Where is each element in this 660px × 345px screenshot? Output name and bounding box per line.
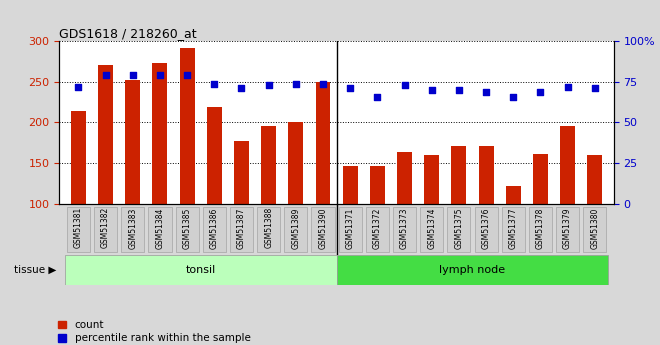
- Point: [154, 73, 165, 78]
- Bar: [502, 207, 525, 252]
- Text: GSM51383: GSM51383: [128, 207, 137, 248]
- Text: GSM51387: GSM51387: [237, 207, 246, 248]
- Point: [426, 87, 437, 93]
- Bar: [71, 111, 86, 204]
- Bar: [337, 255, 609, 285]
- Bar: [152, 63, 168, 204]
- Text: GSM51380: GSM51380: [590, 207, 599, 248]
- Text: GSM51379: GSM51379: [563, 207, 572, 249]
- Text: GSM51386: GSM51386: [210, 207, 219, 248]
- Point: [372, 94, 383, 99]
- Text: GSM51374: GSM51374: [427, 207, 436, 249]
- Bar: [125, 80, 141, 204]
- Point: [290, 81, 301, 86]
- Text: GSM51372: GSM51372: [373, 207, 382, 248]
- Point: [263, 82, 274, 88]
- Text: GSM51381: GSM51381: [74, 207, 83, 248]
- Bar: [397, 152, 412, 204]
- Bar: [67, 207, 90, 252]
- Text: GSM51390: GSM51390: [319, 207, 327, 249]
- Bar: [447, 207, 471, 252]
- Text: GSM51378: GSM51378: [536, 207, 545, 248]
- Point: [345, 86, 356, 91]
- Bar: [98, 65, 113, 204]
- Bar: [506, 186, 521, 204]
- Bar: [529, 207, 552, 252]
- Bar: [94, 207, 117, 252]
- Point: [127, 73, 138, 78]
- Point: [508, 94, 519, 99]
- Bar: [343, 166, 358, 204]
- Bar: [234, 141, 249, 204]
- Text: GSM51377: GSM51377: [509, 207, 517, 249]
- Bar: [203, 207, 226, 252]
- Text: lymph node: lymph node: [440, 265, 506, 275]
- Text: GSM51382: GSM51382: [101, 207, 110, 248]
- Bar: [207, 107, 222, 204]
- Bar: [315, 82, 331, 204]
- Text: GSM51375: GSM51375: [454, 207, 463, 249]
- Point: [562, 84, 573, 90]
- Text: GSM51376: GSM51376: [482, 207, 490, 249]
- Bar: [257, 207, 280, 252]
- Point: [100, 73, 111, 78]
- Point: [209, 81, 220, 86]
- Bar: [424, 155, 439, 204]
- Text: tonsil: tonsil: [185, 265, 216, 275]
- Bar: [533, 154, 548, 204]
- Text: GSM51371: GSM51371: [346, 207, 354, 248]
- Bar: [180, 48, 195, 204]
- Bar: [478, 146, 494, 204]
- Text: GDS1618 / 218260_at: GDS1618 / 218260_at: [59, 27, 197, 40]
- Bar: [556, 207, 579, 252]
- Bar: [393, 207, 416, 252]
- Text: GSM51373: GSM51373: [400, 207, 409, 249]
- Legend: count, percentile rank within the sample: count, percentile rank within the sample: [58, 320, 251, 343]
- Bar: [370, 166, 385, 204]
- Text: GSM51384: GSM51384: [156, 207, 164, 248]
- Bar: [560, 126, 575, 204]
- Bar: [176, 207, 199, 252]
- Text: GSM51389: GSM51389: [291, 207, 300, 248]
- Text: tissue ▶: tissue ▶: [14, 265, 56, 275]
- Bar: [148, 207, 172, 252]
- Point: [453, 87, 464, 93]
- Bar: [65, 255, 337, 285]
- Text: GSM51388: GSM51388: [264, 207, 273, 248]
- Text: GSM51385: GSM51385: [183, 207, 191, 248]
- Point: [73, 84, 84, 90]
- Point: [399, 82, 410, 88]
- Bar: [288, 122, 304, 204]
- Point: [589, 86, 600, 91]
- Bar: [420, 207, 444, 252]
- Bar: [230, 207, 253, 252]
- Bar: [475, 207, 498, 252]
- Bar: [366, 207, 389, 252]
- Bar: [121, 207, 145, 252]
- Point: [535, 89, 546, 95]
- Point: [236, 86, 247, 91]
- Point: [317, 81, 328, 86]
- Bar: [261, 126, 276, 204]
- Bar: [312, 207, 335, 252]
- Bar: [284, 207, 308, 252]
- Point: [480, 89, 491, 95]
- Bar: [339, 207, 362, 252]
- Bar: [451, 146, 467, 204]
- Bar: [587, 155, 603, 204]
- Point: [182, 73, 193, 78]
- Bar: [583, 207, 607, 252]
